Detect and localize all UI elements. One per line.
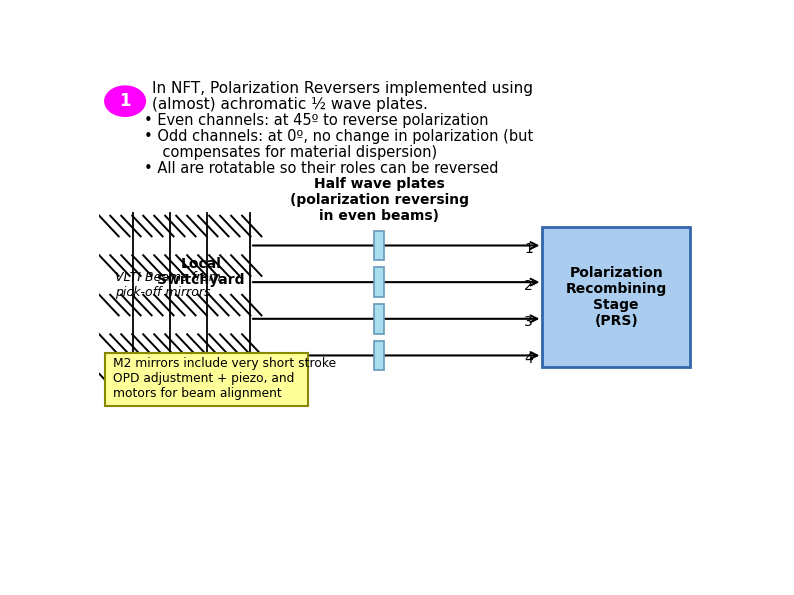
Text: • Odd channels: at 0º, no change in polarization (but: • Odd channels: at 0º, no change in pola… <box>144 129 533 144</box>
Text: 1: 1 <box>119 92 131 110</box>
Bar <box>542 227 690 367</box>
Bar <box>374 340 384 370</box>
Text: (almost) achromatic ½ wave plates.: (almost) achromatic ½ wave plates. <box>152 97 427 112</box>
Bar <box>374 304 384 334</box>
Circle shape <box>105 86 145 116</box>
Text: 2: 2 <box>524 279 533 293</box>
Text: compensates for material dispersion): compensates for material dispersion) <box>144 145 437 160</box>
Text: 4: 4 <box>524 352 533 366</box>
Text: Half wave plates
(polarization reversing
in even beams): Half wave plates (polarization reversing… <box>290 177 468 223</box>
Text: 3: 3 <box>524 315 533 330</box>
Text: M2 mirrors include very short stroke
OPD adjustment + piezo, and
motors for beam: M2 mirrors include very short stroke OPD… <box>113 357 336 400</box>
Bar <box>374 231 384 261</box>
Bar <box>106 353 308 406</box>
Text: VLTI Beams from
pick-off mirrors: VLTI Beams from pick-off mirrors <box>114 271 221 299</box>
Bar <box>374 267 384 297</box>
Text: • All are rotatable so their roles can be reversed: • All are rotatable so their roles can b… <box>144 161 498 176</box>
Text: In NFT, Polarization Reversers implemented using: In NFT, Polarization Reversers implement… <box>152 82 533 96</box>
Text: • Even channels: at 45º to reverse polarization: • Even channels: at 45º to reverse polar… <box>144 113 488 128</box>
Text: Polarization
Recombining
Stage
(PRS): Polarization Recombining Stage (PRS) <box>565 266 667 328</box>
Text: 1: 1 <box>524 242 533 256</box>
Text: Local
Switchyard: Local Switchyard <box>157 257 245 287</box>
